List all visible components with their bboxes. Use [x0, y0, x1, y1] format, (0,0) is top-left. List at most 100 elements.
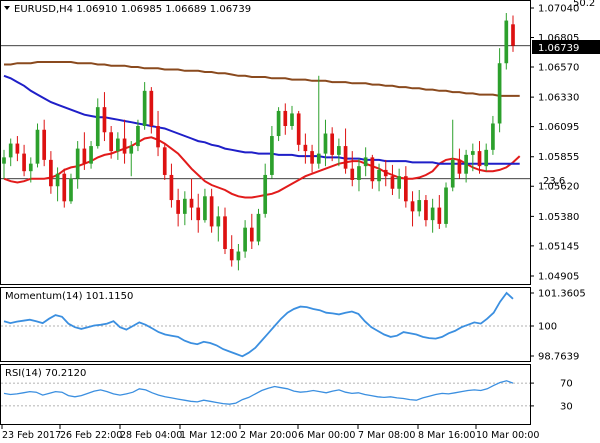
sma-slow-line	[4, 61, 520, 97]
rsi-line	[3, 380, 514, 405]
momentum-panel: 101.3605 100 98.7639 Momentum(14) 101.1150	[0, 287, 586, 363]
bull-candle	[2, 157, 6, 164]
price-tick-label: 1.06805	[538, 33, 579, 44]
bear-candle	[410, 201, 415, 212]
momentum-series	[3, 291, 514, 358]
bear-candle	[477, 151, 482, 167]
bull-candle	[35, 129, 40, 164]
bear-candle	[176, 200, 180, 214]
bull-candle	[129, 146, 134, 154]
bear-candle	[424, 200, 428, 221]
bull-candle	[357, 166, 361, 180]
bear-candle	[149, 90, 154, 126]
bull-candle	[497, 63, 502, 124]
bear-candle	[249, 227, 254, 242]
rsi-series	[3, 380, 514, 405]
bear-candle	[283, 110, 288, 126]
time-tick-label: 23 Feb 2017	[2, 430, 61, 441]
bull-candle	[8, 143, 13, 158]
momentum-label: Momentum(14) 101.1150	[5, 291, 133, 302]
bull-candle	[323, 133, 328, 154]
bull-candle	[464, 154, 468, 174]
bull-candle	[75, 148, 80, 179]
bull-candle	[28, 163, 33, 172]
bull-candle	[203, 196, 207, 221]
bear-candle	[296, 113, 301, 145]
time-tick-label: 1 Mar 12:00	[180, 430, 237, 441]
bear-candle	[229, 249, 234, 261]
bear-candle	[209, 196, 214, 227]
time-tick-label: 8 Mar 16:00	[418, 430, 475, 441]
bear-candle	[62, 173, 67, 202]
bull-candle	[95, 107, 100, 147]
bear-candle	[457, 159, 462, 174]
price-tick-label: 1.05380	[538, 212, 579, 223]
current-price-label: 1.06739	[538, 43, 579, 54]
time-tick-label: 7 Mar 08:00	[358, 430, 415, 441]
time-tick-label: 6 Mar 00:00	[298, 430, 355, 441]
bull-candle	[417, 200, 422, 212]
bull-candle	[116, 138, 120, 152]
bear-candle	[156, 125, 160, 148]
bear-candle	[196, 207, 201, 221]
bull-candle	[256, 213, 261, 242]
bear-candle	[330, 133, 335, 155]
rsi-tick-label: 70	[560, 379, 573, 390]
bull-candle	[69, 178, 73, 202]
bull-candle	[55, 173, 60, 187]
bear-candle	[437, 207, 442, 224]
bull-candle	[136, 125, 140, 147]
bear-candle	[82, 148, 87, 164]
bear-candle	[42, 129, 47, 160]
candles	[2, 13, 515, 271]
momentum-axis: 101.3605 100 98.7639	[530, 289, 586, 363]
time-tick-label: 28 Feb 04:00	[120, 430, 182, 441]
bear-candle	[350, 168, 355, 180]
time-tick-label: 2 Mar 20:00	[240, 430, 297, 441]
rsi-tick-label: 30	[560, 401, 573, 412]
bull-candle	[450, 159, 455, 188]
bull-candle	[263, 174, 268, 214]
bear-candle	[122, 138, 127, 154]
price-panel: 23.6 1.07040 1.06805 1.06570 1.06330 1.06095…	[0, 0, 600, 285]
rsi-label: RSI(14) 70.2120	[5, 368, 86, 379]
symbol-header: EURUSD,H4 1.06910 1.06985 1.06689 1.0673…	[14, 4, 251, 15]
price-tick-label: 1.06095	[538, 122, 579, 133]
rsi-panel: 70 30 RSI(14) 70.2120	[0, 364, 573, 425]
corner-label: 50.2	[573, 0, 595, 9]
bull-candle	[504, 20, 509, 64]
bear-candle	[189, 198, 194, 208]
price-tick-label: 1.05620	[538, 182, 579, 193]
time-tick-label: 26 Feb 22:00	[60, 430, 122, 441]
bear-candle	[223, 216, 227, 250]
momentum-tick-label: 98.7639	[538, 352, 579, 363]
bull-candle	[276, 110, 281, 137]
current-price-tag	[532, 40, 600, 54]
bull-candle	[89, 146, 93, 164]
bull-candle	[216, 216, 221, 227]
bear-candle	[310, 151, 314, 164]
bear-candle	[370, 157, 375, 182]
bear-candle	[15, 143, 20, 154]
rsi-axis: 70 30	[530, 379, 573, 412]
bull-candle	[290, 113, 294, 126]
bear-candle	[303, 144, 308, 152]
bear-candle	[383, 169, 388, 177]
bull-candle	[491, 123, 495, 150]
bull-candle	[397, 176, 401, 189]
bull-candle	[316, 153, 321, 164]
bull-candle	[444, 187, 448, 224]
collapse-triangle-icon[interactable]	[4, 6, 10, 10]
bull-candle	[243, 227, 247, 252]
fib-level-label: 23.6	[543, 176, 565, 187]
bull-candle	[182, 198, 187, 214]
bull-candle	[236, 251, 241, 261]
bear-candle	[343, 146, 348, 169]
bull-candle	[484, 149, 489, 167]
bear-candle	[404, 176, 408, 202]
bull-candle	[270, 136, 274, 175]
bull-candle	[377, 169, 381, 182]
bear-candle	[22, 153, 26, 172]
